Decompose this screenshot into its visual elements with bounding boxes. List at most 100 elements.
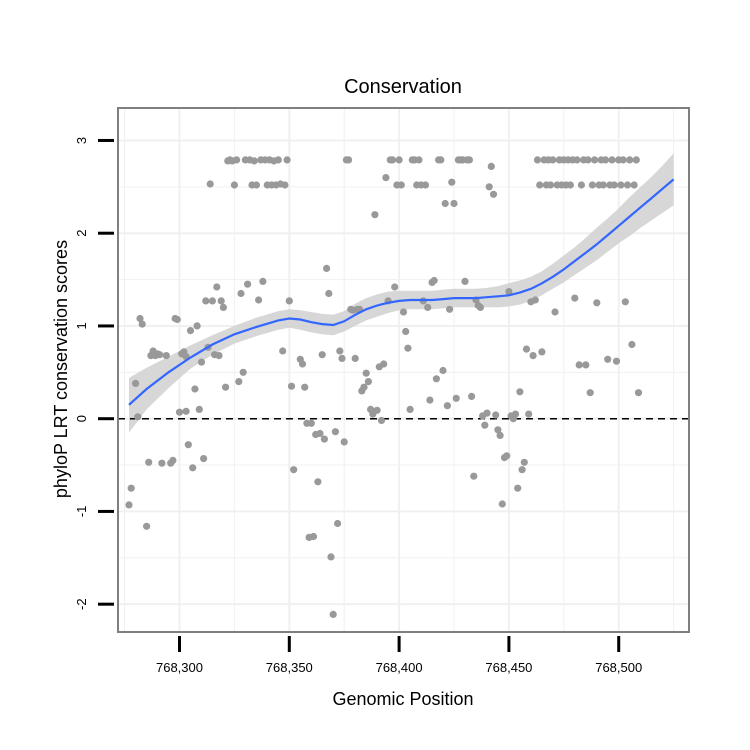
data-point: [591, 156, 599, 164]
smooth-trend-line: [128, 178, 675, 406]
data-point: [301, 383, 309, 391]
data-point: [307, 419, 315, 427]
x-axis: 768,300 768,350 768,400 768,450 768,500: [156, 636, 642, 675]
data-point: [547, 181, 555, 189]
data-point: [360, 383, 368, 391]
data-point: [549, 156, 557, 164]
data-point: [573, 156, 581, 164]
x-tick-label: 768,400: [376, 660, 423, 675]
data-point: [452, 394, 460, 402]
data-point: [481, 421, 489, 429]
data-point: [331, 428, 339, 436]
data-point: [441, 199, 449, 208]
data-point: [487, 162, 495, 170]
data-point: [143, 522, 151, 530]
data-point: [138, 320, 146, 328]
data-point: [470, 472, 478, 480]
data-point: [619, 156, 627, 164]
data-point: [388, 156, 397, 164]
data-point: [290, 466, 298, 474]
data-point: [283, 156, 291, 164]
data-point: [599, 181, 607, 189]
data-point: [496, 431, 504, 439]
x-tick-label: 768,500: [595, 660, 642, 675]
data-point: [182, 407, 190, 415]
data-point: [239, 368, 247, 376]
y-tick-label: -2: [74, 598, 89, 610]
x-tick-label: 768,450: [485, 660, 532, 675]
data-point: [136, 314, 144, 323]
data-point: [186, 327, 195, 335]
data-point: [406, 405, 414, 413]
data-point: [334, 519, 342, 528]
data-point: [314, 478, 322, 486]
data-point: [461, 277, 469, 285]
data-point: [244, 280, 252, 288]
data-point: [533, 156, 542, 164]
grid-lines: [118, 108, 689, 632]
data-point: [217, 297, 225, 305]
data-point: [125, 501, 133, 509]
data-point: [391, 283, 399, 291]
data-point: [202, 297, 210, 305]
data-point: [516, 388, 524, 396]
data-point: [237, 289, 245, 298]
data-point: [448, 178, 456, 186]
data-point: [382, 174, 390, 182]
data-point: [162, 352, 170, 360]
data-point: [230, 181, 238, 189]
data-point: [424, 303, 432, 311]
data-point: [397, 181, 405, 189]
data-point: [327, 553, 335, 561]
data-point: [437, 156, 445, 164]
data-point: [274, 156, 282, 164]
data-point: [395, 156, 403, 164]
data-point: [279, 347, 287, 355]
x-axis-label: Genomic Position: [332, 689, 473, 709]
confidence-band: [129, 153, 674, 433]
data-point: [531, 296, 539, 304]
data-point: [173, 315, 181, 324]
data-point: [492, 411, 500, 419]
data-point: [197, 358, 206, 366]
data-point: [259, 277, 267, 285]
data-point: [432, 375, 440, 383]
plot-frame: [117, 107, 690, 633]
data-point: [206, 180, 214, 188]
data-point: [318, 351, 326, 359]
data-point: [132, 379, 140, 387]
data-point: [582, 361, 590, 369]
data-point: [298, 360, 307, 368]
y-tick-label: 0: [74, 415, 89, 422]
data-point: [235, 378, 243, 386]
data-point: [340, 438, 348, 446]
data-points: [125, 156, 643, 619]
data-point: [621, 298, 629, 306]
data-point: [309, 532, 318, 541]
x-tick-label: 768,350: [266, 660, 313, 675]
data-point: [489, 190, 498, 198]
data-point: [158, 459, 166, 467]
data-point: [195, 405, 203, 413]
y-tick-label: 1: [74, 322, 89, 329]
data-point: [127, 484, 135, 492]
data-point: [316, 429, 324, 438]
data-point: [323, 264, 331, 272]
data-point: [213, 283, 221, 291]
data-point: [623, 181, 632, 189]
data-point: [362, 369, 370, 377]
data-point: [219, 303, 227, 311]
data-point: [498, 500, 506, 508]
data-point: [325, 289, 333, 298]
data-point: [200, 455, 208, 463]
data-point: [536, 181, 544, 189]
data-point: [443, 402, 451, 410]
data-point: [156, 351, 164, 359]
data-point: [494, 426, 502, 434]
data-point: [281, 181, 289, 189]
data-point: [215, 352, 223, 360]
data-point: [566, 181, 575, 189]
data-point: [402, 327, 410, 336]
data-point: [483, 409, 491, 417]
